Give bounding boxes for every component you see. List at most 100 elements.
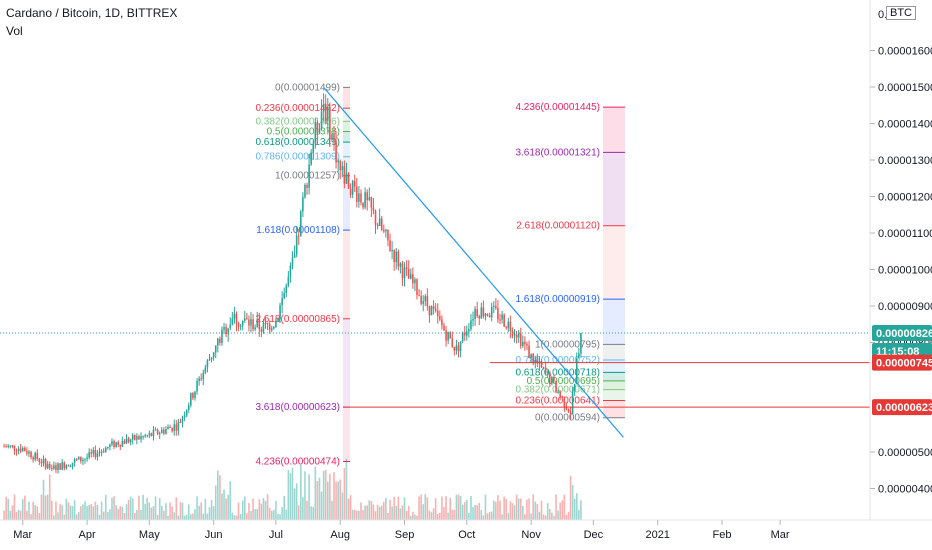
x-tick-label: Sep (395, 529, 415, 541)
volume-bar (316, 481, 319, 520)
candle-body (453, 346, 456, 351)
volume-bar (28, 501, 30, 520)
fib-zone (343, 142, 350, 157)
volume-bar (190, 514, 192, 520)
candle-body (337, 160, 339, 163)
volume-bar (214, 485, 217, 520)
candle-body (285, 285, 288, 294)
volume-bar (322, 470, 325, 520)
candle-body (196, 381, 198, 392)
volume-bar (46, 494, 49, 520)
volume-bar (61, 505, 63, 520)
trendline (323, 86, 624, 438)
volume-bar (414, 514, 416, 520)
candle-body (167, 426, 169, 430)
candle-body (366, 192, 368, 201)
volume-bar (559, 502, 561, 520)
candle-body (441, 319, 443, 326)
fib-zone (343, 230, 350, 319)
fib-zone (343, 318, 350, 408)
candle-body (237, 323, 240, 327)
volume-bar (507, 513, 510, 520)
fib-zone (603, 225, 625, 300)
candle-body (163, 429, 165, 434)
candle-body (387, 229, 389, 241)
volume-bar (509, 501, 512, 520)
candle-body (53, 465, 55, 469)
candle-body (111, 441, 113, 445)
candle-body (7, 445, 10, 448)
candle-body (169, 426, 171, 428)
x-axis[interactable]: Mar Apr May Jun Jul Aug Sep Oct Nov Dec 2021 Feb Mar (13, 520, 790, 541)
volume-bar (459, 495, 462, 520)
candle-body (183, 415, 186, 418)
fib-level-label: 0.236(0.00000641) (515, 396, 600, 407)
volume-bar (73, 500, 76, 520)
candle-body (19, 448, 22, 452)
volume-bar (364, 505, 366, 520)
volume-bar (258, 499, 261, 520)
volume-bar (351, 509, 354, 520)
fib-level-label: 4.236(0.00001445) (515, 102, 600, 113)
volume-bar (300, 465, 302, 520)
candle-body (439, 316, 441, 320)
candle-body (432, 306, 435, 309)
fib-level-label: 0.382(0.00001406) (255, 116, 340, 127)
candle-body (428, 305, 431, 316)
volume-bar (167, 515, 169, 520)
volume-bar (561, 500, 564, 520)
volume-bar (534, 501, 537, 520)
candles (3, 93, 582, 474)
candle-body (501, 314, 503, 320)
candle-body (28, 451, 30, 454)
candle-body (310, 152, 312, 165)
volume-bar (283, 495, 285, 520)
candle-body (482, 307, 485, 317)
candle-body (370, 197, 373, 208)
volume-indicator-label[interactable]: Vol (6, 24, 23, 38)
volume-bar (549, 508, 551, 520)
volume-bar (484, 494, 487, 520)
currency-label[interactable]: BTC (886, 6, 916, 20)
volume-bar (511, 503, 514, 520)
candle-body (177, 421, 180, 431)
candle-body (326, 106, 329, 121)
volume-bar (495, 501, 497, 520)
x-tick-label: Oct (458, 529, 475, 541)
volume-bar (210, 500, 213, 520)
volume-bar (69, 505, 72, 520)
volume-bar (75, 514, 78, 520)
candle-body (36, 452, 39, 459)
candle-body (51, 468, 53, 470)
volume-bar (11, 505, 14, 520)
candle-body (187, 405, 190, 410)
candle-body (32, 457, 34, 460)
volume-bar (569, 475, 572, 520)
candle-body (335, 141, 337, 163)
candle-body (144, 435, 146, 437)
fib-zone (603, 344, 625, 361)
volume-bar (88, 505, 90, 520)
candle-body (513, 334, 516, 336)
volume-bar (154, 496, 157, 520)
volume-bar (407, 505, 410, 520)
volume-bar (376, 504, 379, 520)
candle-body (347, 173, 350, 189)
volume-bar (19, 510, 22, 520)
candle-body (470, 320, 472, 330)
candle-body (393, 250, 395, 263)
candle-body (179, 421, 182, 423)
volume-bar (341, 492, 344, 520)
candle-body (248, 319, 250, 326)
candle-body (575, 358, 578, 385)
y-axis[interactable]: 0.00001600 0.00001500 0.00001400 0.00001300… (870, 9, 932, 496)
volume-bar (544, 515, 547, 520)
fib-level-label: 0(0.00001499) (275, 82, 340, 93)
candle-body (113, 441, 115, 447)
volume-bar (353, 509, 356, 520)
volume-bar (553, 515, 555, 520)
volume-bar (312, 506, 315, 520)
candle-body (30, 451, 32, 458)
fib-level-label: 4.236(0.00000474) (255, 456, 340, 467)
